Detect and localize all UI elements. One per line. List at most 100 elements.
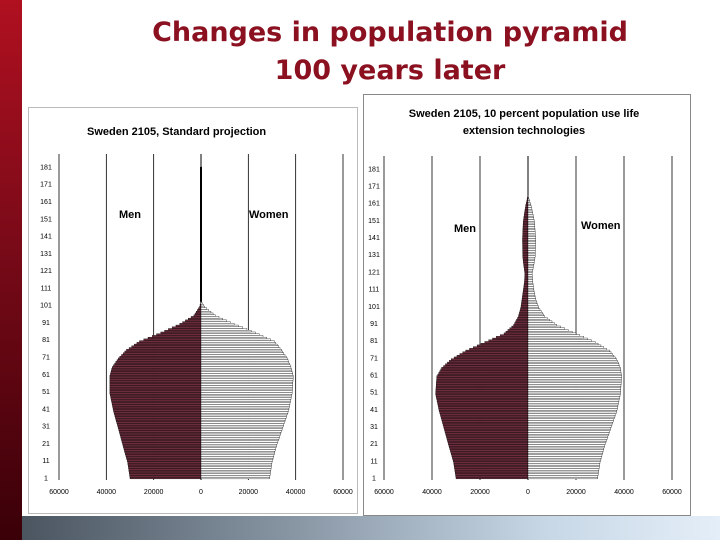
women-bar bbox=[527, 422, 613, 425]
men-bar bbox=[522, 248, 529, 251]
men-bar bbox=[473, 346, 529, 349]
men-bar bbox=[449, 446, 529, 449]
men-bar bbox=[125, 452, 202, 455]
age-tick-label: 21 bbox=[370, 441, 378, 448]
women-bar bbox=[527, 360, 618, 363]
women-bar bbox=[527, 264, 534, 267]
men-bar bbox=[446, 437, 529, 440]
women-bar bbox=[200, 309, 209, 312]
women-bar bbox=[527, 289, 535, 292]
women-bar bbox=[200, 442, 278, 445]
age-tick-label: 101 bbox=[368, 304, 380, 311]
women-bar bbox=[200, 324, 239, 327]
men-bar bbox=[522, 293, 529, 296]
women-bar bbox=[527, 233, 536, 236]
women-bar bbox=[527, 276, 533, 279]
women-bar bbox=[200, 333, 260, 336]
age-tick-label: 111 bbox=[41, 285, 52, 292]
women-bar bbox=[527, 459, 601, 462]
women-bar bbox=[527, 454, 603, 457]
men-bar bbox=[521, 300, 529, 303]
women-bar bbox=[200, 432, 282, 435]
age-tick-label: 81 bbox=[42, 337, 50, 344]
men-bar bbox=[522, 294, 529, 297]
men-bar bbox=[128, 466, 202, 469]
men-bar bbox=[122, 352, 202, 355]
men-bar bbox=[114, 362, 202, 365]
men-bar bbox=[110, 394, 202, 397]
women-bar bbox=[527, 401, 619, 404]
men-bar bbox=[113, 411, 202, 414]
men-bar bbox=[128, 468, 202, 471]
x-tick-label: 0 bbox=[199, 489, 203, 496]
men-bar bbox=[519, 310, 529, 313]
men-bar bbox=[113, 364, 202, 367]
men-bar bbox=[455, 476, 529, 480]
women-bar bbox=[527, 363, 620, 366]
men-bar bbox=[448, 442, 529, 445]
women-bar bbox=[200, 454, 275, 457]
women-bar bbox=[200, 336, 267, 340]
women-bar bbox=[200, 376, 294, 379]
men-bar bbox=[480, 343, 529, 346]
men-bar bbox=[109, 380, 202, 383]
men-bar bbox=[459, 353, 529, 356]
women-bar bbox=[527, 325, 561, 328]
men-bar bbox=[129, 471, 202, 474]
men-bar bbox=[442, 423, 529, 426]
men-bar bbox=[195, 311, 202, 314]
pyramid-chart-life-extension-svg: Sweden 2105, 10 percent population use l… bbox=[368, 108, 682, 496]
women-bar bbox=[527, 343, 599, 346]
men-bar bbox=[124, 451, 202, 454]
men-bar bbox=[525, 203, 529, 206]
men-bar bbox=[110, 371, 202, 374]
women-bar bbox=[527, 202, 531, 205]
women-bar bbox=[200, 435, 280, 438]
men-bar bbox=[134, 343, 202, 346]
women-bar bbox=[527, 464, 600, 468]
men-bar bbox=[129, 473, 202, 476]
age-tick-label: 161 bbox=[40, 199, 52, 206]
men-bar bbox=[121, 354, 202, 357]
men-bar bbox=[524, 279, 529, 282]
women-bar bbox=[200, 392, 293, 395]
men-bar bbox=[452, 458, 529, 461]
age-tick-label: 11 bbox=[370, 458, 377, 465]
women-bar bbox=[200, 347, 281, 350]
men-bar bbox=[111, 369, 202, 372]
women-bar bbox=[527, 248, 536, 251]
pyramid-chart-standard: Sweden 2105, Standard projection Men Wom… bbox=[28, 107, 358, 514]
women-bar bbox=[527, 430, 610, 433]
age-tick-label: 71 bbox=[370, 355, 378, 362]
women-bar bbox=[200, 433, 281, 436]
women-bar bbox=[200, 340, 275, 343]
men-bar bbox=[522, 236, 529, 239]
men-bar bbox=[443, 365, 529, 368]
pyramid-chart-standard-svg: Sweden 2105, Standard projection Men Wom… bbox=[40, 126, 353, 496]
x-tick-label: 60000 bbox=[49, 489, 69, 496]
men-bar bbox=[435, 391, 529, 394]
men-bar bbox=[182, 321, 202, 324]
men-bar bbox=[521, 298, 529, 301]
women-bar bbox=[200, 316, 220, 319]
women-bar bbox=[200, 413, 288, 416]
men-bar bbox=[121, 440, 202, 443]
women-bar bbox=[527, 198, 530, 201]
men-bar bbox=[121, 438, 202, 442]
women-bar bbox=[527, 214, 534, 217]
age-tick-label: 1 bbox=[44, 476, 48, 483]
women-bar bbox=[527, 234, 536, 237]
men-bar bbox=[492, 337, 529, 340]
women-bar bbox=[527, 341, 596, 344]
women-bar bbox=[200, 409, 289, 412]
chart-title-line-1: Sweden 2105, 10 percent population use l… bbox=[409, 108, 639, 120]
men-bar bbox=[507, 329, 529, 332]
men-bar bbox=[129, 476, 202, 480]
men-bar bbox=[522, 258, 529, 261]
men-bar bbox=[523, 264, 529, 267]
women-bar bbox=[527, 327, 565, 330]
men-bar bbox=[465, 349, 529, 352]
women-bar bbox=[200, 438, 279, 442]
women-bar bbox=[527, 210, 533, 213]
men-bar bbox=[524, 277, 529, 280]
